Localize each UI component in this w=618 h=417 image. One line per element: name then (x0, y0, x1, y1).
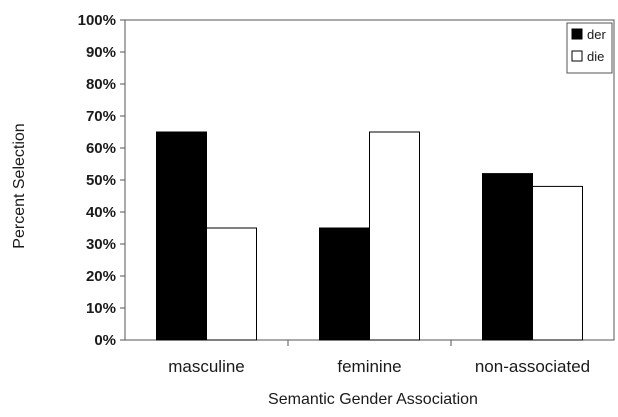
legend-swatch-die (571, 50, 583, 62)
bar-der-feminine (319, 227, 370, 341)
bar-die-masculine (206, 227, 257, 341)
x-axis-label: Semantic Gender Association (268, 391, 478, 408)
y-tick-label: 0% (94, 332, 116, 349)
x-tick-label: non-associated (475, 357, 590, 376)
bar-die-feminine (369, 131, 420, 341)
legend-label-der: der (587, 27, 606, 42)
bar-der-non-associated (482, 173, 533, 341)
y-axis: 0% 10% 20% 30% 40% 50% 60% 70% 80% 90% 100% (78, 12, 125, 349)
bar-die-non-associated (532, 185, 583, 341)
y-tick-label: 60% (86, 140, 116, 157)
y-tick-label: 100% (78, 12, 116, 29)
legend: der die (566, 22, 613, 74)
legend-label-die: die (587, 49, 604, 64)
y-axis-label: Percent Selection (11, 123, 28, 248)
x-tick-label: feminine (337, 357, 401, 376)
y-tick-label: 50% (86, 172, 116, 189)
bar-der-masculine (156, 131, 207, 341)
y-tick-label: 70% (86, 108, 116, 125)
legend-swatch-der (571, 28, 583, 40)
y-tick-label: 40% (86, 204, 116, 221)
x-tick-label: masculine (168, 357, 245, 376)
y-tick-label: 90% (86, 44, 116, 61)
y-tick-label: 80% (86, 76, 116, 93)
y-tick-label: 10% (86, 300, 116, 317)
y-tick-label: 30% (86, 236, 116, 253)
y-tick-label: 20% (86, 268, 116, 285)
bars (156, 131, 583, 341)
x-axis: masculine feminine non-associated (168, 340, 590, 376)
